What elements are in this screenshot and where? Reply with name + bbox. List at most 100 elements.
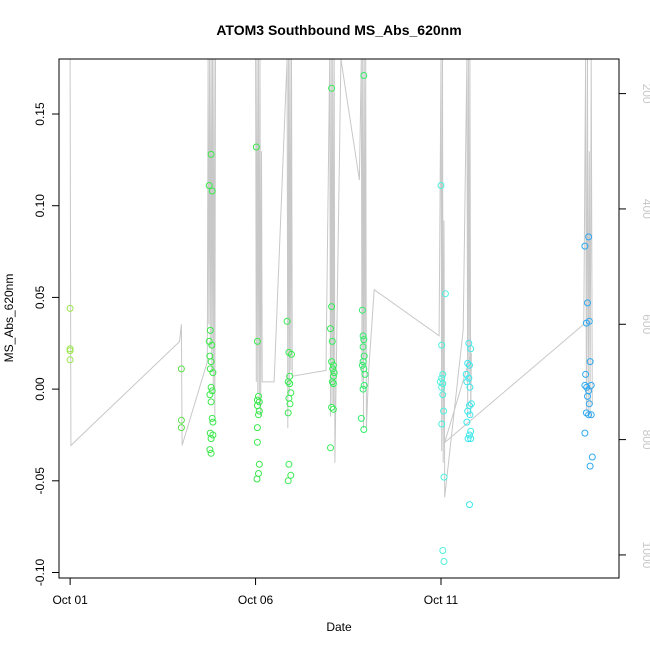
data-point — [585, 411, 593, 419]
data-point — [439, 380, 447, 388]
data-point — [463, 418, 471, 426]
data-point — [327, 444, 334, 452]
data-point — [209, 418, 217, 426]
depth-trace-line — [69, 58, 593, 498]
data-point — [466, 383, 474, 391]
data-point — [358, 361, 366, 369]
data-point — [465, 374, 473, 382]
data-point — [586, 462, 594, 470]
data-point — [466, 501, 473, 509]
data-point — [587, 411, 595, 419]
data-point — [253, 475, 261, 483]
data-point — [328, 337, 336, 345]
data-point — [207, 358, 215, 366]
data-point — [584, 392, 591, 400]
data-point — [253, 337, 261, 345]
data-point — [439, 370, 447, 378]
chart-title: ATOM3 Southbound MS_Abs_620nm — [216, 22, 461, 38]
y-tick-label: 0.05 — [33, 285, 47, 309]
data-point — [582, 409, 590, 417]
data-point — [439, 547, 447, 554]
data-point — [327, 325, 334, 333]
x-axis-label: Date — [326, 620, 352, 634]
data-point — [207, 435, 215, 443]
data-point — [328, 378, 336, 386]
data-point — [467, 345, 475, 353]
data-point — [329, 365, 337, 373]
data-point — [328, 303, 336, 311]
data-point — [438, 420, 446, 428]
data-point — [360, 426, 368, 433]
data-point — [467, 400, 475, 408]
x-tick-label: Oct 06 — [238, 593, 274, 607]
data-point — [283, 317, 291, 325]
data-point — [328, 403, 336, 411]
data-point — [285, 460, 293, 468]
data-point — [585, 317, 593, 325]
data-point — [177, 424, 185, 432]
data-point — [467, 427, 475, 435]
data-point — [284, 378, 292, 386]
data-point — [438, 383, 446, 391]
data-point — [207, 383, 215, 391]
data-point — [330, 369, 338, 377]
data-point — [286, 380, 294, 388]
right-tick-label: 800 — [640, 430, 650, 450]
data-point — [464, 435, 472, 443]
data-point — [439, 391, 447, 399]
data-point — [360, 72, 368, 79]
data-point — [588, 453, 596, 461]
data-point — [586, 358, 594, 366]
data-point — [209, 431, 217, 439]
data-point — [438, 341, 446, 349]
points-layer — [66, 72, 596, 565]
y-tick-label: 0.00 — [33, 377, 47, 401]
data-point — [441, 290, 449, 298]
y-tick-label: -0.05 — [33, 467, 47, 495]
data-point — [208, 387, 216, 395]
data-point — [207, 449, 215, 457]
data-point — [284, 477, 292, 485]
data-point — [585, 400, 593, 408]
data-point — [329, 361, 337, 369]
data-point — [252, 143, 260, 151]
data-point — [208, 187, 216, 195]
data-point — [205, 182, 213, 189]
data-point — [437, 182, 445, 189]
axes-layer: Oct 01 Oct 06 Oct 11 -0.10 -0.05 0.00 0.05 0.10… — [33, 84, 650, 607]
y-tick-label: -0.10 — [33, 559, 47, 587]
data-point — [253, 424, 261, 432]
data-point — [177, 365, 185, 373]
data-point — [177, 416, 185, 424]
data-point — [464, 359, 472, 367]
data-point — [361, 370, 369, 378]
data-point — [581, 242, 589, 250]
plot-frame — [58, 58, 620, 579]
right-tick-label: 600 — [640, 314, 650, 334]
data-point — [207, 150, 215, 158]
data-point — [359, 332, 367, 340]
data-point — [255, 398, 263, 406]
data-point — [206, 391, 214, 399]
data-point — [209, 369, 217, 377]
data-point — [66, 356, 74, 364]
data-point — [463, 378, 471, 386]
data-point — [255, 460, 263, 468]
data-point — [288, 350, 295, 358]
data-point — [285, 394, 293, 402]
data-point — [286, 400, 294, 408]
data-point — [208, 341, 216, 349]
right-tick-label: 400 — [640, 199, 650, 219]
data-point — [466, 411, 474, 419]
data-point — [440, 558, 448, 565]
data-point — [360, 336, 368, 344]
data-point — [466, 361, 473, 369]
data-point — [287, 471, 295, 479]
y-tick-label: 0.15 — [33, 102, 47, 126]
data-point — [329, 380, 337, 388]
right-tick-label: 1000 — [640, 542, 650, 569]
data-point — [440, 407, 448, 415]
data-point — [582, 370, 590, 378]
data-point — [440, 473, 448, 481]
